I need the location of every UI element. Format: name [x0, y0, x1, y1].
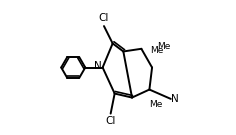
- Text: Me: Me: [157, 42, 170, 51]
- Text: Cl: Cl: [105, 116, 116, 126]
- Text: N: N: [171, 94, 179, 104]
- Text: Cl: Cl: [99, 13, 109, 23]
- Text: Me: Me: [150, 46, 164, 55]
- Text: Me: Me: [149, 100, 163, 109]
- Text: N: N: [94, 61, 102, 71]
